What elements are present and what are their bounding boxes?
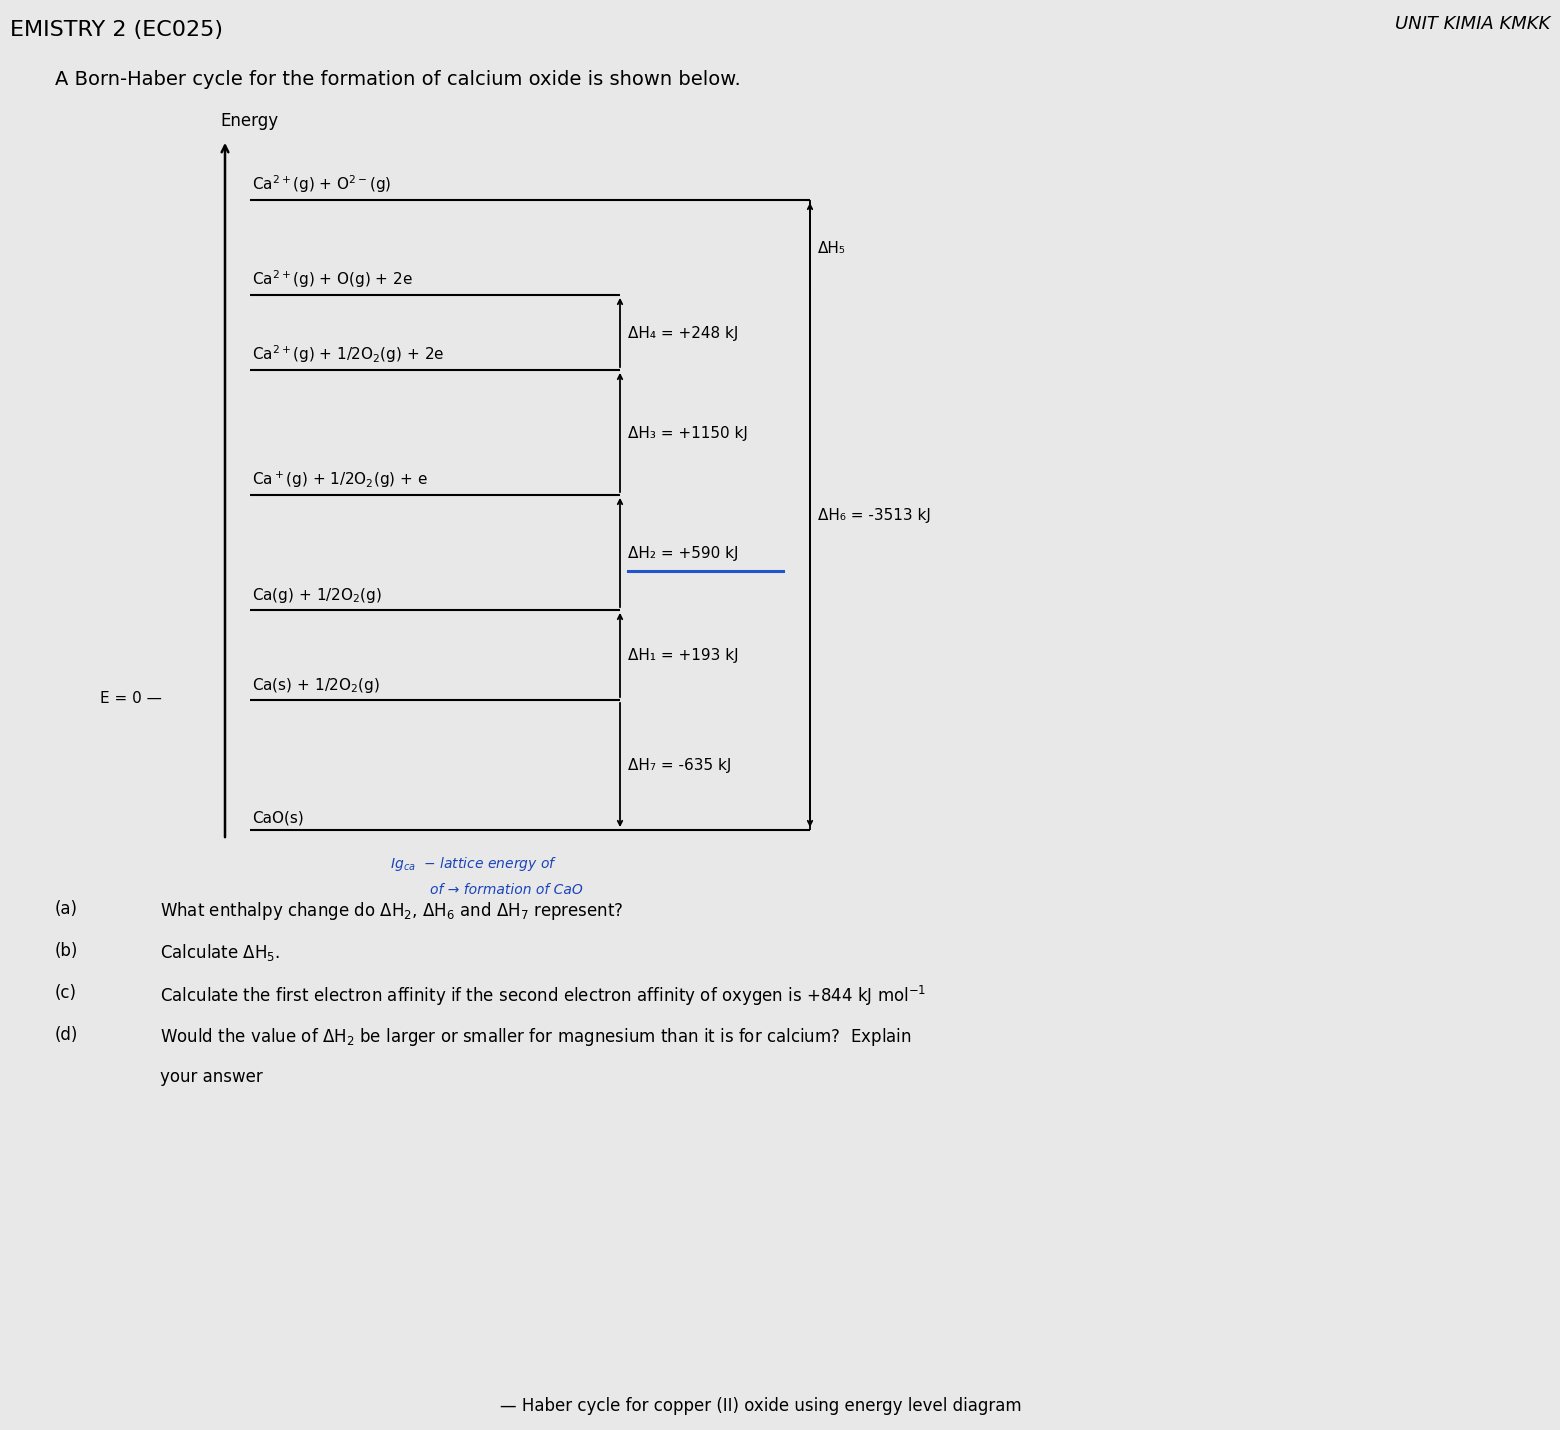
Text: CaO(s): CaO(s)	[253, 809, 304, 825]
Text: Ca$^{2+}$(g) + 1/2O$_2$(g) + 2e: Ca$^{2+}$(g) + 1/2O$_2$(g) + 2e	[253, 343, 445, 365]
Text: ΔH₅: ΔH₅	[817, 240, 846, 256]
Text: of → formation of CaO: of → formation of CaO	[431, 882, 583, 897]
Text: Energy: Energy	[220, 112, 278, 130]
Text: Calculate ΔH$_5$.: Calculate ΔH$_5$.	[161, 942, 281, 962]
Text: ΔH₂ = +590 kJ: ΔH₂ = +590 kJ	[629, 545, 738, 561]
Text: EMISTRY 2 (EC025): EMISTRY 2 (EC025)	[9, 20, 223, 40]
Text: (d): (d)	[55, 1025, 78, 1044]
Text: ΔH₁ = +193 kJ: ΔH₁ = +193 kJ	[629, 648, 738, 662]
Text: your answer: your answer	[161, 1068, 262, 1085]
Text: Ca(s) + 1/2O$_2$(g): Ca(s) + 1/2O$_2$(g)	[253, 676, 381, 695]
Text: ΔH₃ = +1150 kJ: ΔH₃ = +1150 kJ	[629, 426, 747, 440]
Text: Ca(g) + 1/2O$_2$(g): Ca(g) + 1/2O$_2$(g)	[253, 586, 382, 605]
Text: A Born-Haber cycle for the formation of calcium oxide is shown below.: A Born-Haber cycle for the formation of …	[55, 70, 741, 89]
Text: Ca$^{2+}$(g) + O$^{2-}$(g): Ca$^{2+}$(g) + O$^{2-}$(g)	[253, 173, 392, 194]
Text: ΔH₆ = -3513 kJ: ΔH₆ = -3513 kJ	[817, 508, 931, 522]
Text: UNIT KIMIA KMKK: UNIT KIMIA KMKK	[1395, 14, 1551, 33]
Text: (b): (b)	[55, 942, 78, 960]
Text: Calculate the first electron affinity if the second electron affinity of oxygen : Calculate the first electron affinity if…	[161, 984, 927, 1008]
Text: Ca$^{2+}$(g) + O(g) + 2e: Ca$^{2+}$(g) + O(g) + 2e	[253, 269, 413, 290]
Text: Ca$^+$(g) + 1/2O$_2$(g) + e: Ca$^+$(g) + 1/2O$_2$(g) + e	[253, 469, 427, 490]
Text: E = 0 —: E = 0 —	[100, 691, 162, 705]
Text: What enthalpy change do ΔH$_2$, ΔH$_6$ and ΔH$_7$ represent?: What enthalpy change do ΔH$_2$, ΔH$_6$ a…	[161, 899, 624, 922]
Text: Ig$_{ca}$  − lattice energy of: Ig$_{ca}$ − lattice energy of	[390, 855, 557, 872]
Text: (a): (a)	[55, 899, 78, 918]
Text: (c): (c)	[55, 984, 76, 1002]
Text: — Haber cycle for copper (II) oxide using energy level diagram: — Haber cycle for copper (II) oxide usin…	[501, 1397, 1022, 1416]
Text: Would the value of ΔH$_2$ be larger or smaller for magnesium than it is for calc: Would the value of ΔH$_2$ be larger or s…	[161, 1025, 911, 1048]
Text: ΔH₄ = +248 kJ: ΔH₄ = +248 kJ	[629, 326, 738, 340]
Text: ΔH₇ = -635 kJ: ΔH₇ = -635 kJ	[629, 758, 732, 772]
